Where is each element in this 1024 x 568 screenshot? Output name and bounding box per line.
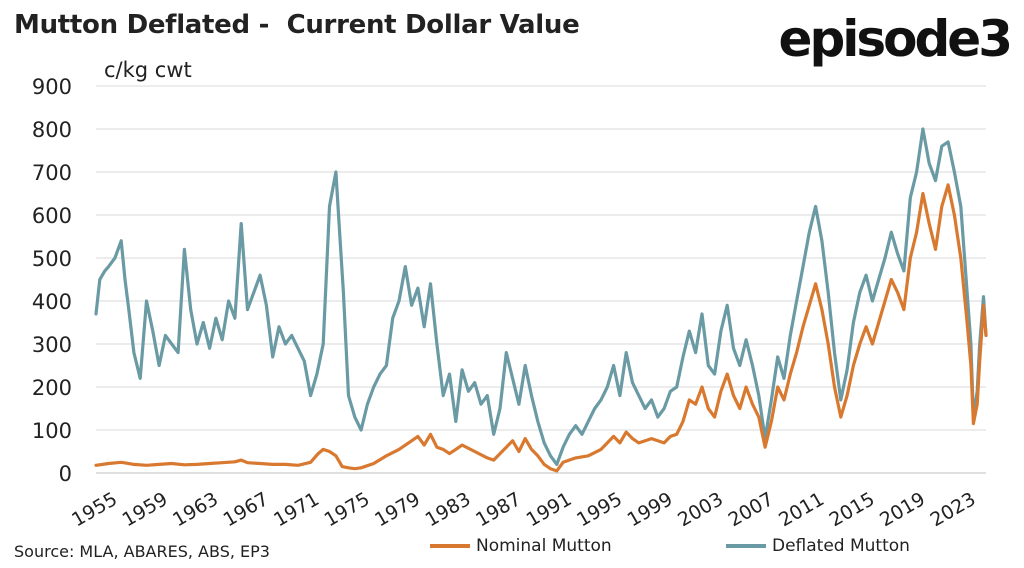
y-tick-label: 0 xyxy=(59,462,72,486)
x-tick-label: 2007 xyxy=(725,488,778,531)
x-tick-label: 2015 xyxy=(826,488,879,531)
legend-swatch-nominal xyxy=(430,544,470,548)
legend-item-deflated: Deflated Mutton xyxy=(726,536,910,556)
y-tick-label: 900 xyxy=(32,75,72,99)
y-tick-label: 600 xyxy=(32,204,72,228)
x-tick-label: 2011 xyxy=(775,488,828,531)
x-tick-label: 1955 xyxy=(68,488,121,531)
x-tick-label: 1975 xyxy=(321,488,374,531)
x-tick-label: 1959 xyxy=(119,488,172,531)
legend-item-nominal: Nominal Mutton xyxy=(430,536,612,556)
x-tick-label: 1967 xyxy=(220,488,273,531)
series-line-deflated xyxy=(94,127,988,466)
x-tick-label: 2003 xyxy=(674,488,727,531)
x-axis-ticks: 1955195919631967197119751979198319871991… xyxy=(68,488,979,531)
x-tick-label: 1991 xyxy=(523,488,576,531)
x-tick-label: 2019 xyxy=(876,488,929,531)
series-lines xyxy=(94,127,988,473)
source-note: Source: MLA, ABARES, ABS, EP3 xyxy=(14,542,270,561)
episode3-logo: episode3 xyxy=(778,10,1013,68)
x-tick-label: 1987 xyxy=(472,488,525,531)
y-tick-label: 100 xyxy=(32,419,72,443)
y-tick-label: 400 xyxy=(32,290,72,314)
y-axis-unit-label: c/kg cwt xyxy=(104,58,192,82)
legend-swatch-deflated xyxy=(726,544,766,548)
gridlines xyxy=(96,85,986,474)
series-line-nominal xyxy=(94,183,988,473)
x-tick-label: 1971 xyxy=(270,488,323,531)
x-tick-label: 1999 xyxy=(624,488,677,531)
y-tick-label: 300 xyxy=(32,333,72,357)
x-tick-label: 1995 xyxy=(573,488,626,531)
x-tick-label: 2023 xyxy=(927,488,980,531)
chart-title: Mutton Deflated - Current Dollar Value xyxy=(14,10,580,40)
y-tick-label: 700 xyxy=(32,161,72,185)
y-tick-label: 200 xyxy=(32,376,72,400)
legend-label-nominal: Nominal Mutton xyxy=(476,536,612,556)
y-tick-label: 800 xyxy=(32,118,72,142)
y-axis-ticks: 0 100 200 300 400 500 600 700 800 900 xyxy=(32,75,72,486)
x-tick-label: 1983 xyxy=(422,488,475,531)
x-tick-label: 1963 xyxy=(169,488,222,531)
legend-label-deflated: Deflated Mutton xyxy=(772,536,910,556)
x-tick-label: 1979 xyxy=(371,488,424,531)
y-tick-label: 500 xyxy=(32,247,72,271)
